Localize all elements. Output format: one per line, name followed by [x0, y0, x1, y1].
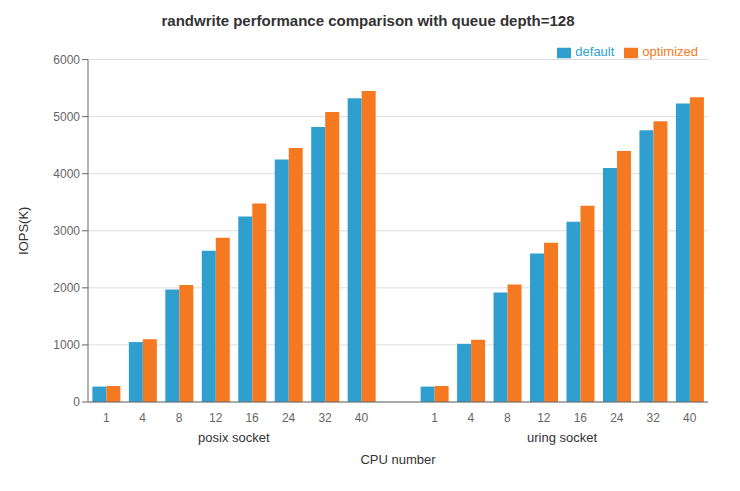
svg-text:2000: 2000	[53, 281, 80, 295]
svg-text:24: 24	[282, 411, 296, 425]
svg-text:8: 8	[176, 411, 183, 425]
svg-text:16: 16	[245, 411, 259, 425]
svg-text:12: 12	[209, 411, 223, 425]
svg-text:uring socket: uring socket	[527, 430, 597, 445]
svg-text:6000: 6000	[53, 53, 80, 67]
html-text:default: default	[575, 44, 615, 59]
svg-text:8: 8	[504, 411, 511, 425]
svg-text:1000: 1000	[53, 338, 80, 352]
svg-text:posix socket: posix socket	[198, 430, 270, 445]
svg-text:CPU number: CPU number	[360, 452, 436, 467]
html-text:randwrite performance comparis: randwrite performance comparison with qu…	[161, 12, 575, 29]
svg-text:16: 16	[574, 411, 588, 425]
svg-text:3000: 3000	[53, 224, 80, 238]
svg-text:IOPS(K): IOPS(K)	[16, 207, 31, 255]
svg-text:4: 4	[468, 411, 475, 425]
svg-text:0: 0	[73, 395, 80, 409]
svg-text:40: 40	[355, 411, 369, 425]
svg-text:24: 24	[610, 411, 624, 425]
html-text:optimized: optimized	[642, 44, 698, 59]
svg-text:12: 12	[537, 411, 551, 425]
svg-text:1: 1	[103, 411, 110, 425]
svg-text:4000: 4000	[53, 167, 80, 181]
svg-text:40: 40	[683, 411, 697, 425]
svg-text:1: 1	[431, 411, 438, 425]
svg-text:32: 32	[647, 411, 661, 425]
svg-text:5000: 5000	[53, 110, 80, 124]
svg-text:4: 4	[139, 411, 146, 425]
svg-text:32: 32	[318, 411, 332, 425]
